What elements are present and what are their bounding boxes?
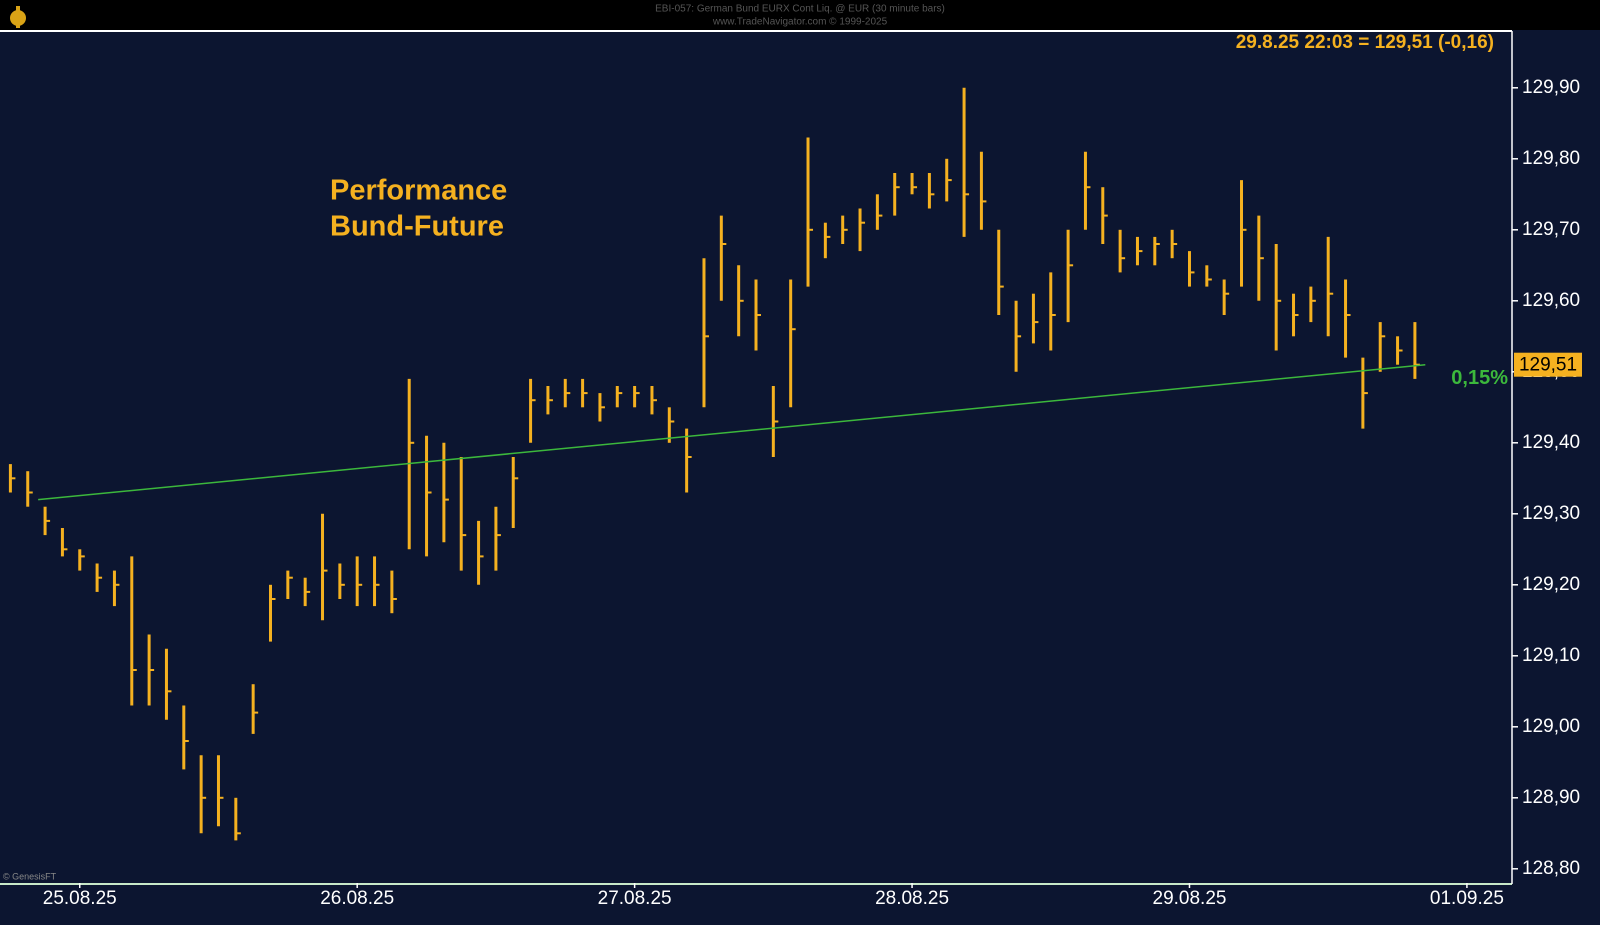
credit: © GenesisFT: [3, 871, 57, 881]
x-tick-label: 26.08.25: [320, 888, 394, 909]
y-tick-label: 129,00: [1522, 716, 1580, 737]
y-tick-label: 129,80: [1522, 148, 1580, 169]
info-label: 29.8.25 22:03 = 129,51 (-0,16): [1236, 32, 1494, 53]
y-tick-label: 129,20: [1522, 574, 1580, 595]
x-tick-label: 27.08.25: [598, 888, 672, 909]
y-tick-label: 129,90: [1522, 77, 1580, 98]
y-tick-label: 128,90: [1522, 787, 1580, 808]
x-tick-label: 28.08.25: [875, 888, 949, 909]
y-tick-label: 129,60: [1522, 290, 1580, 311]
trend-line: [38, 363, 1426, 501]
y-tick-label: 129,10: [1522, 645, 1580, 666]
chart-subtitle: www.TradeNavigator.com © 1999-2025: [712, 17, 888, 28]
chart-title: EBI-057: German Bund EURX Cont Liq. @ EU…: [655, 4, 945, 15]
y-tick-label: 129,70: [1522, 219, 1580, 240]
x-tick-label: 25.08.25: [43, 888, 117, 909]
logo: [10, 6, 26, 28]
y-tick-label: 129,40: [1522, 432, 1580, 453]
last-price-label: 129,51: [1519, 355, 1577, 376]
x-tick-label: 01.09.25: [1430, 888, 1504, 909]
annotation: Bund-Future: [330, 211, 504, 243]
x-tick-label: 29.08.25: [1153, 888, 1227, 909]
header-bar: [0, 0, 1600, 30]
y-tick-label: 128,80: [1522, 858, 1580, 879]
y-tick-label: 129,30: [1522, 503, 1580, 524]
trend-label: 0,15%: [1451, 367, 1508, 389]
annotation: Performance: [330, 175, 507, 207]
last-price-box: [1514, 352, 1582, 377]
